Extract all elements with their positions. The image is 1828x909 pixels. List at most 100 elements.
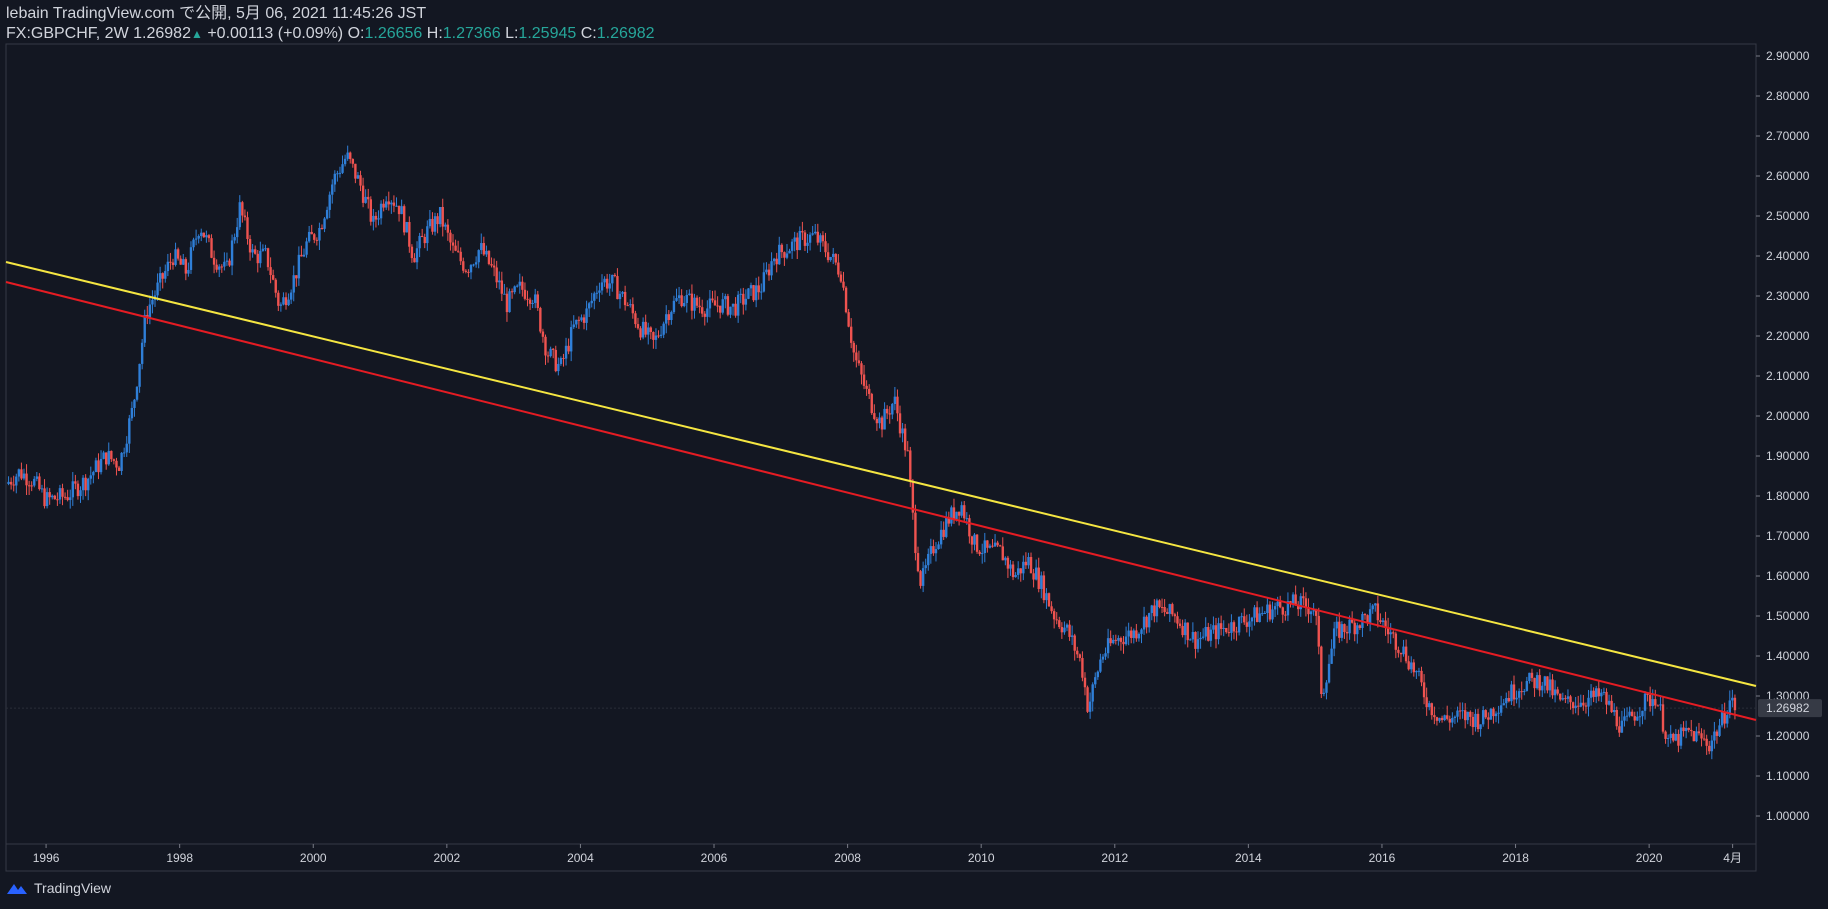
candle-body — [534, 294, 537, 303]
yellow-trendline[interactable] — [5, 261, 1757, 687]
candle-body — [1232, 622, 1236, 632]
candle-body — [1425, 697, 1428, 708]
candle-body — [978, 551, 981, 555]
candle-body — [259, 250, 262, 264]
candle-body — [1248, 621, 1251, 627]
candle-body — [516, 285, 519, 287]
candle-body — [1135, 630, 1138, 639]
footer-brand[interactable]: TradingView — [6, 880, 111, 896]
candle-body — [395, 205, 398, 207]
candle-body — [811, 233, 814, 235]
candle-body — [1618, 726, 1621, 733]
candle-body — [1641, 710, 1644, 717]
candle-body — [1651, 699, 1654, 707]
candle-body — [788, 250, 791, 254]
candle-body — [477, 250, 480, 263]
candle-body — [1515, 697, 1518, 700]
candle-body — [454, 245, 457, 251]
candle-body — [1348, 619, 1351, 634]
candle-body — [266, 248, 270, 268]
candle-body — [618, 293, 622, 300]
candle-body — [937, 544, 940, 550]
candle-body — [99, 458, 103, 473]
candle-body — [69, 497, 72, 501]
candle-body — [945, 517, 948, 537]
candle-body — [1623, 716, 1626, 721]
candle-body — [323, 218, 326, 229]
candle-body — [305, 241, 308, 255]
candle-body — [87, 478, 90, 491]
candle-body — [1006, 557, 1010, 569]
candle-body — [230, 240, 234, 266]
candle-body — [505, 293, 509, 313]
candle-body — [480, 243, 483, 251]
candle-body — [885, 408, 889, 414]
candle-body — [1094, 677, 1097, 685]
candle-body — [1014, 574, 1017, 578]
candle-body — [647, 327, 650, 335]
candle-body — [1327, 663, 1331, 683]
candle-body — [546, 355, 550, 357]
open-value: 1.26656 — [364, 25, 423, 42]
candle-body — [1158, 600, 1161, 608]
candle-body — [17, 469, 21, 477]
candle-body — [577, 319, 581, 321]
candle-body — [61, 488, 64, 497]
candle-body — [996, 542, 999, 546]
candle-body — [1605, 691, 1608, 705]
candle-body — [898, 413, 902, 434]
candle-body — [1009, 564, 1012, 569]
candle-body — [1289, 601, 1292, 604]
candle-body — [644, 321, 647, 335]
candle-body — [690, 293, 694, 311]
trendlines-group[interactable] — [5, 261, 1757, 721]
price-tick-label: 2.60000 — [1766, 169, 1810, 183]
candle-body — [1181, 625, 1184, 636]
candle-body — [274, 279, 277, 293]
candle-body — [1602, 691, 1606, 693]
candle-body — [1186, 622, 1189, 641]
candle-body — [1253, 607, 1256, 618]
candle-body — [803, 232, 807, 246]
candle-body — [115, 460, 118, 468]
candle-body — [1510, 684, 1513, 702]
candle-body — [279, 304, 283, 306]
candle-body — [1325, 682, 1328, 693]
candle-body — [1291, 594, 1295, 604]
candle-body — [1422, 682, 1426, 698]
time-tick-label: 2012 — [1101, 851, 1128, 865]
candle-body — [742, 293, 745, 305]
ohlc-row: FX:GBPCHF, 2W 1.26982▲ +0.00113 (+0.09%)… — [6, 24, 655, 44]
candle-body — [518, 281, 521, 286]
candle-body — [1189, 639, 1192, 641]
candle-body — [1101, 656, 1105, 660]
candle-body — [1687, 727, 1690, 730]
time-tick-label: 2002 — [433, 851, 460, 865]
candle-body — [182, 259, 185, 265]
candle-body — [400, 206, 403, 215]
candle-body — [1595, 688, 1598, 697]
candle-body — [508, 291, 511, 313]
candle-body — [582, 317, 586, 323]
candle-body — [1297, 605, 1300, 610]
candle-body — [1314, 610, 1318, 616]
candle-body — [629, 304, 632, 306]
candle-body — [1656, 705, 1660, 707]
candle-body — [1410, 662, 1413, 670]
candle-body — [659, 334, 663, 336]
candle-body — [677, 295, 681, 299]
price-tick-label: 1.10000 — [1766, 769, 1810, 783]
candle-body — [1718, 725, 1721, 736]
time-axis[interactable]: 1996 1998 2000 2002 2004 2006 2008 2010 2012 2014… — [33, 844, 1742, 865]
candle-body — [957, 511, 961, 516]
price-axis[interactable]: 1.000001.100001.200001.300001.400001.500… — [1756, 49, 1810, 823]
candle-body — [652, 331, 655, 340]
candle-body — [1371, 605, 1374, 610]
red-trendline[interactable] — [5, 281, 1757, 721]
candle-body — [164, 271, 167, 279]
price-tick-label: 1.60000 — [1766, 569, 1810, 583]
price-tick-label: 2.10000 — [1766, 369, 1810, 383]
candle-body — [1597, 688, 1600, 697]
candle-body — [325, 209, 329, 219]
